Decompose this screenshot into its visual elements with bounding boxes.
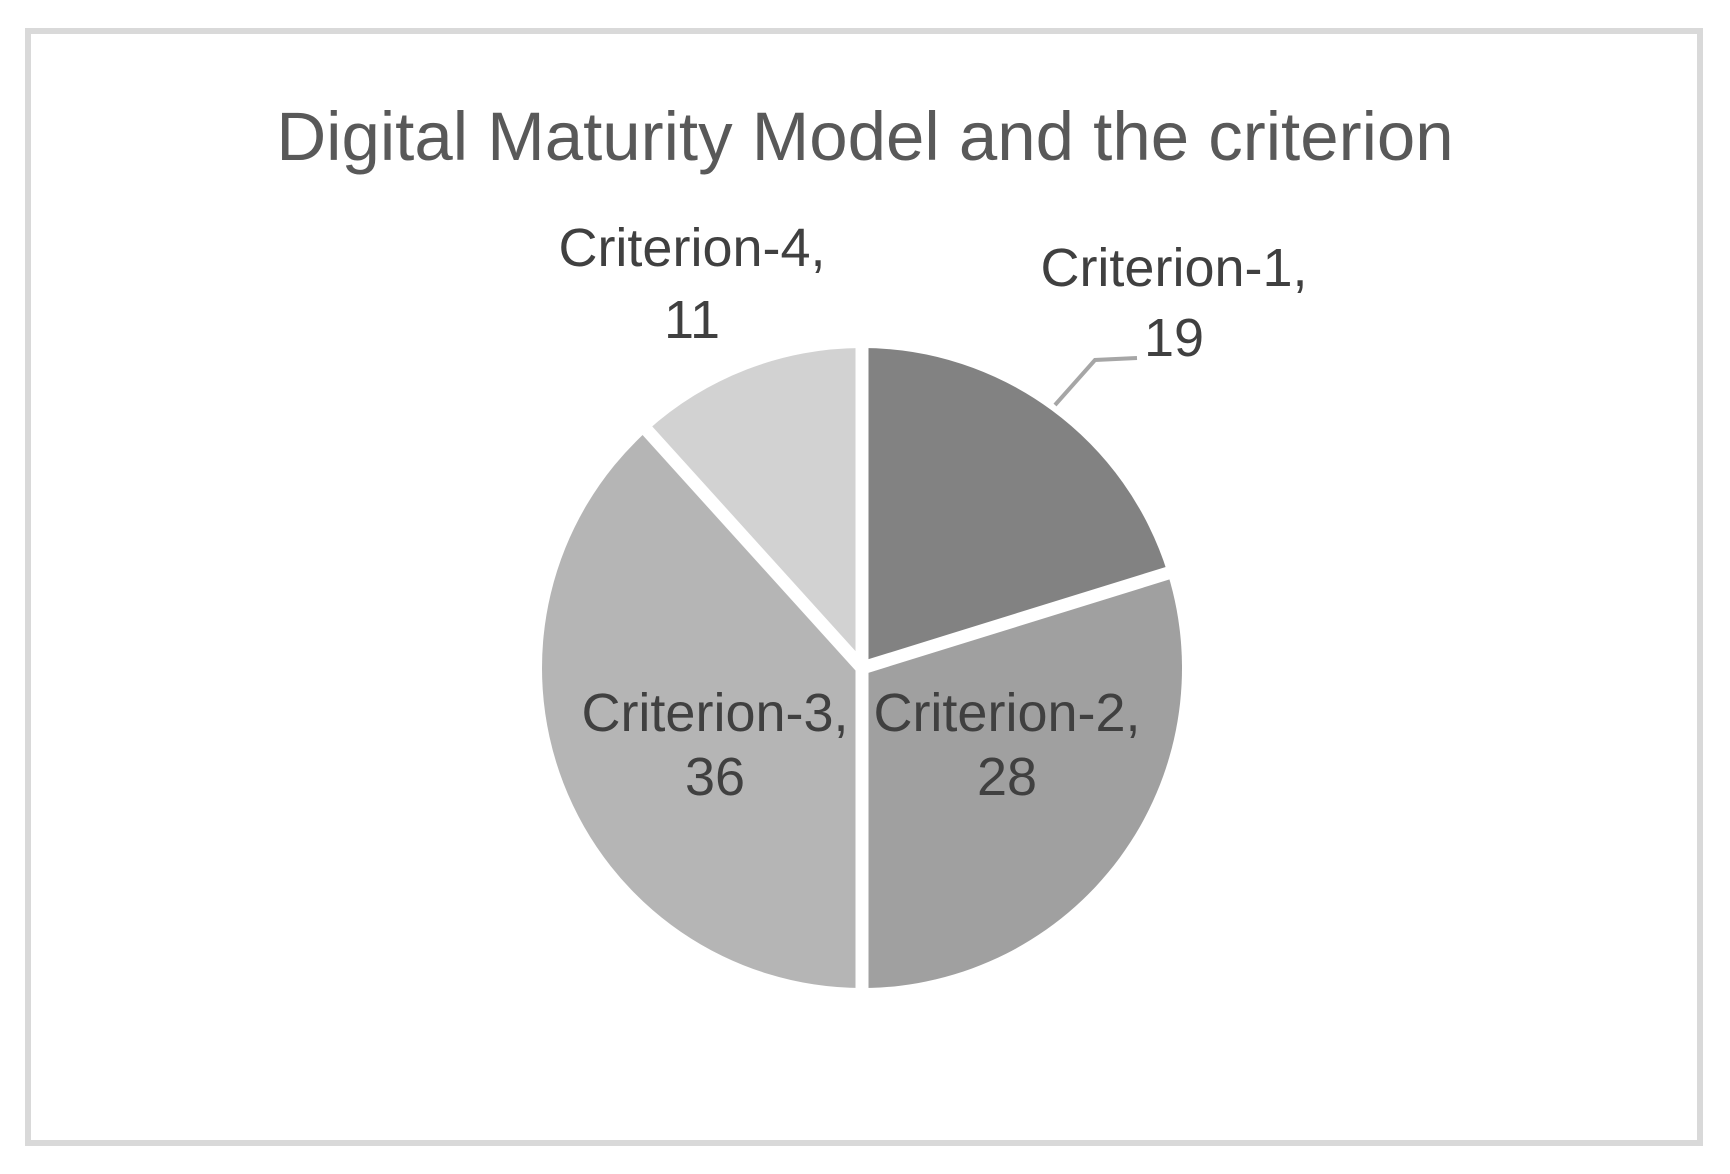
slice-label-criterion-1: Criterion-1, 19 [1040, 238, 1307, 368]
slice-label-criterion-4: Criterion-4, 11 [558, 218, 825, 350]
slice-separator [860, 566, 1173, 675]
pie-slice-criterion-2 [862, 573, 1182, 988]
leader-line-criterion-1 [1053, 356, 1138, 407]
slice-separator [640, 424, 867, 673]
pie-slice-criterion-4 [647, 348, 862, 668]
pie-slice-criterion-3 [541, 430, 862, 989]
chart-title: Digital Maturity Model and the criterion [276, 98, 1454, 175]
slice-label-criterion-2: Criterion-2, 28 [873, 683, 1140, 807]
pie-slice-criterion-1 [862, 348, 1168, 668]
slice-label-criterion-3: Criterion-3, 36 [581, 683, 848, 807]
